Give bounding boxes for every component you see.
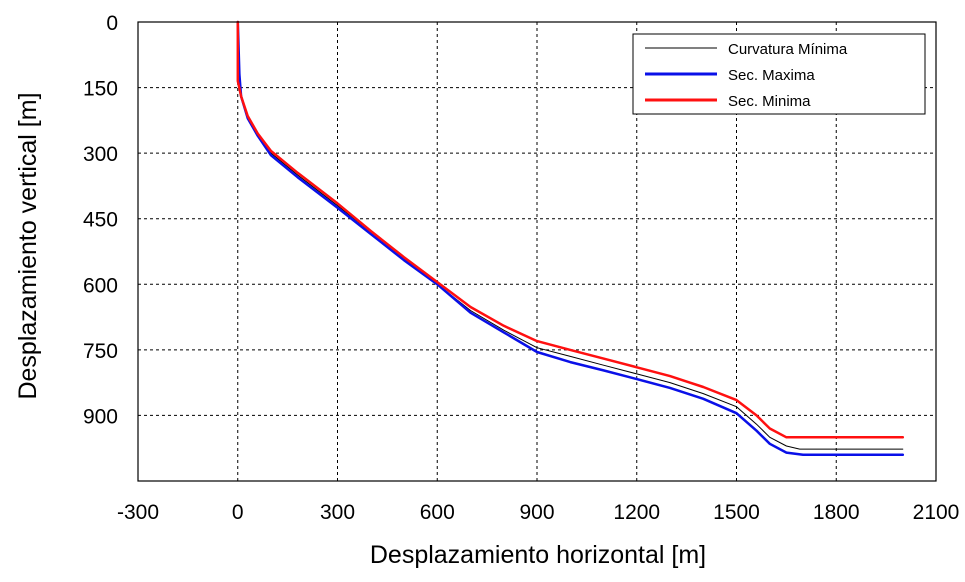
x-tick-label: 1200 (613, 501, 660, 524)
plot-frame (137, 21, 937, 482)
y-tick-label: 750 (83, 340, 118, 363)
x-tick-label: 600 (420, 501, 455, 524)
tick-labels: -300 0 300 600 900 1200 1500 1800 2100 0 150 300 450… (83, 12, 959, 524)
legend: Curvatura Mínima Sec. Maxima Sec. Minima (632, 33, 926, 115)
x-tick-label: 300 (320, 501, 355, 524)
y-tick-label: 300 (83, 143, 118, 166)
x-tick-label: 1800 (813, 501, 860, 524)
y-tick-label: 900 (83, 405, 118, 428)
y-tick-label: 150 (83, 78, 118, 101)
legend-label-curvatura-minima: Curvatura Mínima (728, 41, 848, 58)
y-tick-label: 600 (83, 274, 118, 297)
x-tick-label: 1500 (713, 501, 760, 524)
x-tick-label: 2100 (913, 501, 960, 524)
plot-area (236, 20, 905, 457)
x-tick-label: -300 (117, 501, 159, 524)
x-tick-label: 0 (232, 501, 244, 524)
legend-label-sec-maxima: Sec. Maxima (728, 67, 815, 84)
x-tick-label: 900 (519, 501, 554, 524)
y-tick-label: 450 (83, 209, 118, 232)
series-line-sec-maxima (236, 20, 905, 457)
y-axis-label: Desplazamiento vertical [m] (14, 92, 42, 399)
series-line-sec-minima (236, 20, 905, 439)
legend-label-sec-minima: Sec. Minima (728, 93, 811, 110)
y-tick-label: 0 (106, 12, 118, 35)
x-axis-label: Desplazamiento horizontal [m] (370, 541, 706, 569)
